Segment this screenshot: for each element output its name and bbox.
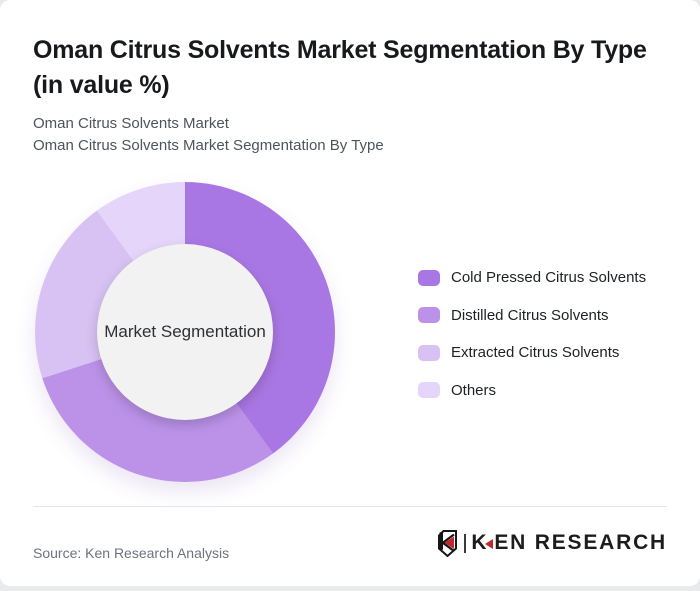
donut-center-label: Market Segmentation [104, 322, 266, 341]
ken-research-wordmark: K EN RESEARCH [471, 531, 667, 555]
legend-swatch-icon [418, 382, 440, 398]
legend-item: Distilled Citrus Solvents [418, 307, 646, 324]
chart-subtitle-line2: Oman Citrus Solvents Market Segmentation… [33, 136, 384, 154]
legend-swatch-icon [418, 269, 440, 286]
wordmark-k: K [471, 531, 489, 554]
footer-divider [33, 506, 667, 507]
chart-subtitle-line1: Oman Citrus Solvents Market [33, 115, 229, 132]
legend-label: Others [451, 381, 497, 399]
logo-separator [464, 533, 467, 553]
page-title: Oman Citrus Solvents Market Segmentation… [33, 33, 673, 103]
page-title-line2: (in value %) [33, 71, 170, 99]
donut-hole: Market Segmentation [97, 244, 273, 420]
legend-item: Extracted Citrus Solvents [418, 344, 646, 361]
red-triangle-icon [485, 538, 494, 549]
legend-swatch-icon [418, 307, 440, 323]
donut-chart: Market Segmentation [35, 182, 335, 482]
source-note: Source: Ken Research Analysis [33, 545, 230, 561]
ken-research-logo: K EN RESEARCH [438, 529, 667, 557]
chart-legend: Cold Pressed Citrus Solvents Distilled C… [418, 269, 646, 399]
chart-subtitle: Oman Citrus Solvents Market Oman Citrus … [33, 113, 633, 156]
legend-label: Distilled Citrus Solvents [451, 306, 609, 324]
wordmark-rest: EN RESEARCH [494, 531, 667, 554]
ken-research-shield-icon [438, 529, 458, 557]
legend-item: Others [418, 382, 646, 399]
legend-label: Extracted Citrus Solvents [451, 344, 620, 361]
legend-swatch-icon [418, 344, 440, 361]
legend-label: Cold Pressed Citrus Solvents [451, 269, 647, 286]
page-title-line1: Oman Citrus Solvents Market Segmentation… [33, 36, 647, 64]
legend-item: Cold Pressed Citrus Solvents [418, 269, 646, 286]
